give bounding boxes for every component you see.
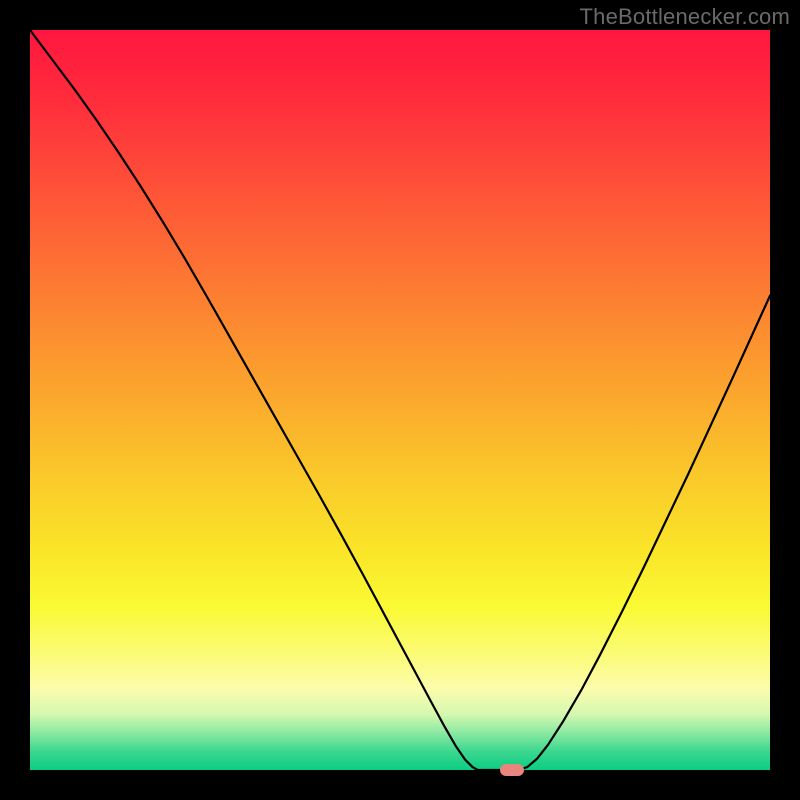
plot-area [30,30,770,770]
attribution-text: TheBottlenecker.com [580,4,790,30]
optimal-point-marker [500,764,524,776]
bottleneck-curve [30,30,770,770]
